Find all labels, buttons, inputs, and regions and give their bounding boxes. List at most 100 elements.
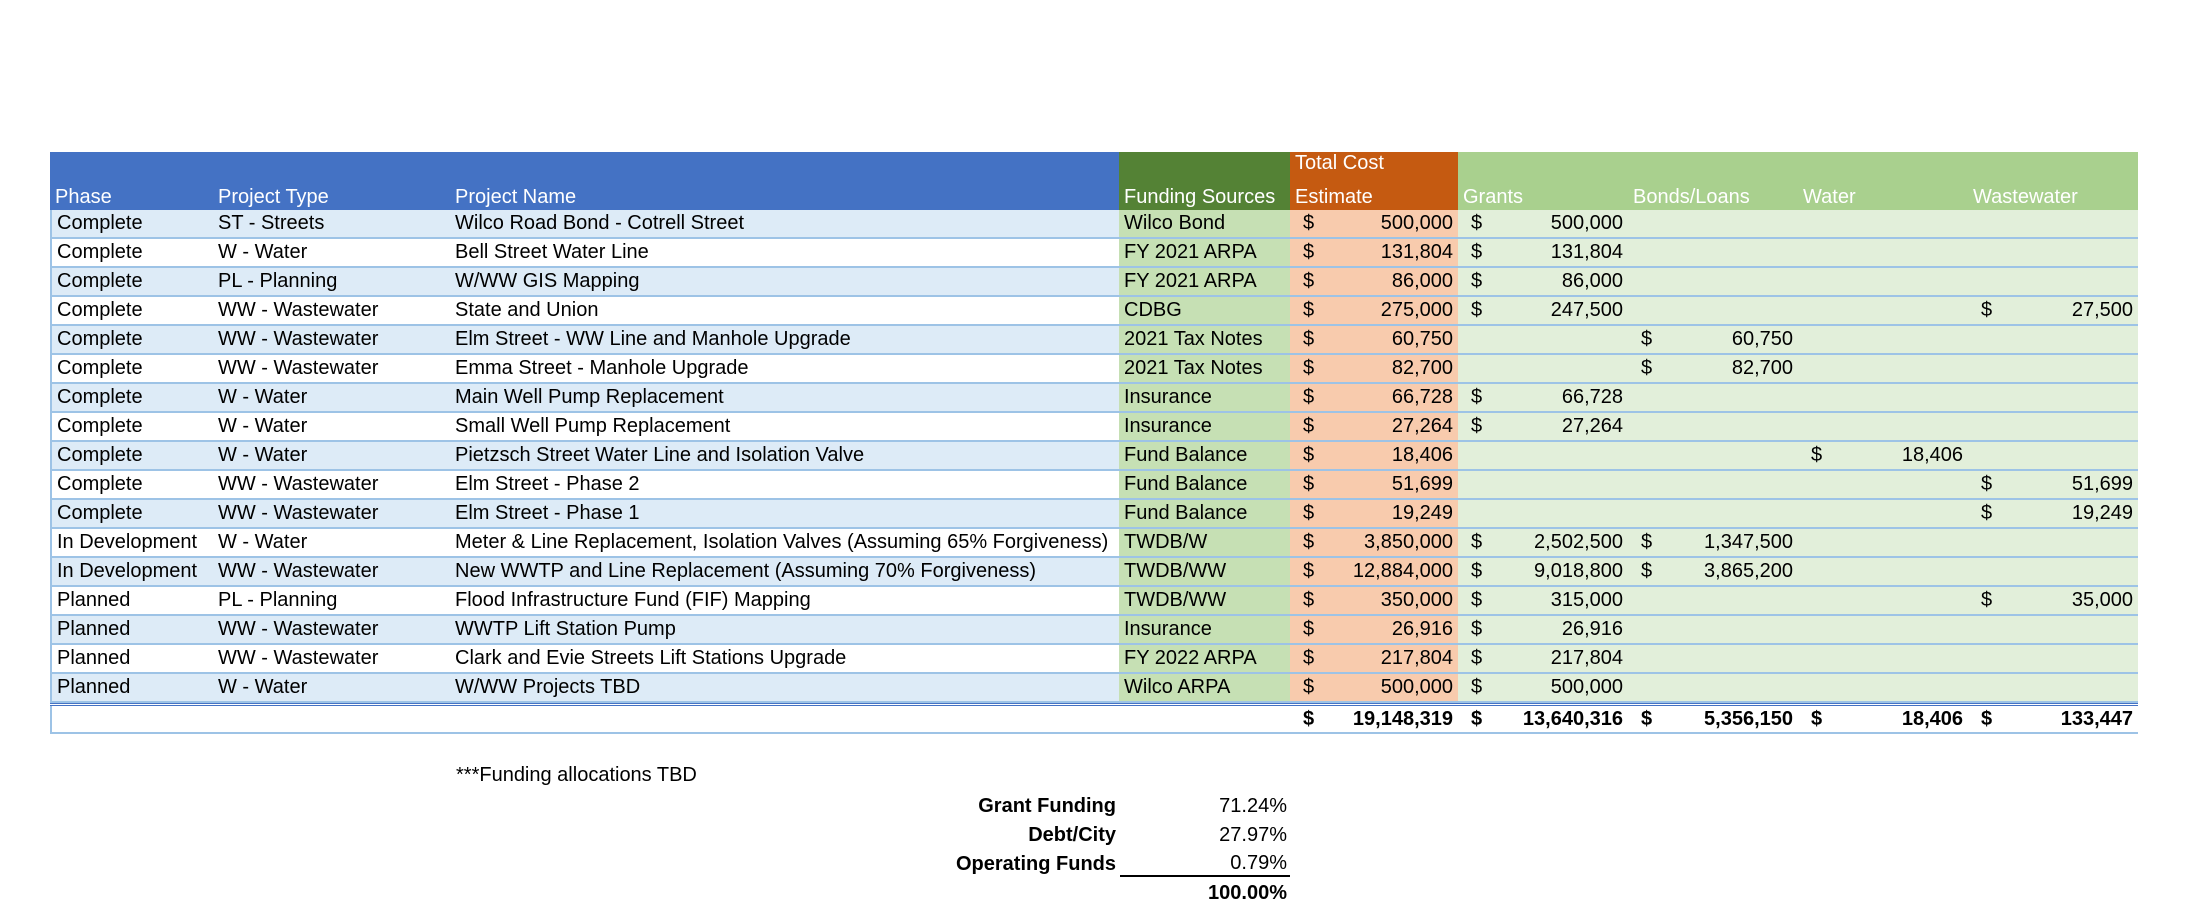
project-name-cell: Flood Infrastructure Fund (FIF) Mapping	[450, 587, 1119, 614]
wastewater-cell	[1968, 645, 2138, 672]
currency-symbol: $	[1981, 708, 1993, 730]
currency-symbol: $	[1471, 415, 1483, 437]
phase-cell: Complete	[50, 471, 213, 498]
total-water-cell: $18,406	[1798, 706, 1968, 732]
phase-cell: Planned	[50, 645, 213, 672]
cost-amount: 3,850,000	[1364, 531, 1453, 553]
wastewater-cell	[1968, 326, 2138, 353]
wastewater-amount: 35,000	[2071, 589, 2133, 611]
total-cost-cell: $19,148,319	[1290, 706, 1458, 732]
grants-amount: 131,804	[1550, 241, 1623, 263]
cost-cell: $27,264	[1290, 413, 1458, 440]
total-grants-amount: 13,640,316	[1522, 708, 1623, 730]
water-cell	[1798, 558, 1968, 585]
currency-symbol: $	[1303, 676, 1315, 698]
summary-row: Grant Funding 71.24%	[900, 792, 1290, 821]
funding-source-cell: Wilco ARPA	[1119, 674, 1290, 701]
bonds-amount: 82,700	[1731, 357, 1793, 379]
grants-cell: $315,000	[1458, 587, 1628, 614]
bonds-amount: 1,347,500	[1704, 531, 1793, 553]
cost-amount: 12,884,000	[1352, 560, 1453, 582]
cost-cell: $500,000	[1290, 210, 1458, 237]
project-name-cell: Main Well Pump Replacement	[450, 384, 1119, 411]
currency-symbol: $	[1303, 357, 1315, 379]
currency-symbol: $	[1303, 531, 1315, 553]
funding-source-cell: TWDB/W	[1119, 529, 1290, 556]
water-cell	[1798, 500, 1968, 527]
water-cell	[1798, 297, 1968, 324]
project-type-cell: W - Water	[213, 413, 450, 440]
bonds-cell	[1628, 500, 1798, 527]
funding-source-cell: Insurance	[1119, 616, 1290, 643]
project-name-cell: Elm Street - WW Line and Manhole Upgrade	[450, 326, 1119, 353]
project-name-cell: W/WW GIS Mapping	[450, 268, 1119, 295]
project-name-cell: Small Well Pump Replacement	[450, 413, 1119, 440]
currency-symbol: $	[1471, 531, 1483, 553]
funding-source-cell: TWDB/WW	[1119, 558, 1290, 585]
cost-amount: 26,916	[1391, 618, 1453, 640]
phase-cell: Complete	[50, 326, 213, 353]
total-wastewater-amount: 133,447	[2060, 708, 2133, 730]
table-row: Planned PL - Planning Flood Infrastructure…	[50, 587, 2138, 616]
water-cell	[1798, 355, 1968, 382]
header-wastewater: Wastewater	[1968, 152, 2138, 210]
table-row: Planned W - Water W/WW Projects TBD Wilco A…	[50, 674, 2138, 703]
currency-symbol: $	[1641, 708, 1653, 730]
grants-cell	[1458, 355, 1628, 382]
cost-cell: $275,000	[1290, 297, 1458, 324]
funding-source-cell: Insurance	[1119, 384, 1290, 411]
total-wastewater-cell: $133,447	[1968, 706, 2138, 732]
bonds-cell	[1628, 674, 1798, 701]
totals-row: $19,148,319 $13,640,316 $5,356,150 $18,406 $…	[50, 703, 2138, 734]
currency-symbol: $	[1303, 502, 1315, 524]
grants-amount: 2,502,500	[1534, 531, 1623, 553]
wastewater-cell	[1968, 558, 2138, 585]
currency-symbol: $	[1641, 560, 1653, 582]
funding-table: Phase Project Type Project Name Funding …	[50, 152, 2138, 734]
water-cell: $18,406	[1798, 442, 1968, 469]
currency-symbol: $	[1471, 270, 1483, 292]
grants-amount: 9,018,800	[1534, 560, 1623, 582]
cost-amount: 51,699	[1391, 473, 1453, 495]
phase-cell: Complete	[50, 442, 213, 469]
table-row: Complete ST - Streets Wilco Road Bond - Co…	[50, 210, 2138, 239]
currency-symbol: $	[1303, 560, 1315, 582]
grants-amount: 500,000	[1550, 676, 1623, 698]
phase-cell: Complete	[50, 355, 213, 382]
project-type-cell: WW - Wastewater	[213, 297, 450, 324]
cost-amount: 217,804	[1380, 647, 1453, 669]
cost-cell: $217,804	[1290, 645, 1458, 672]
project-type-cell: PL - Planning	[213, 587, 450, 614]
project-type-cell: WW - Wastewater	[213, 616, 450, 643]
project-name-cell: Wilco Road Bond - Cotrell Street	[450, 210, 1119, 237]
project-name-cell: Clark and Evie Streets Lift Stations Upg…	[450, 645, 1119, 672]
grants-cell: $500,000	[1458, 674, 1628, 701]
currency-symbol: $	[1303, 618, 1315, 640]
currency-symbol: $	[1811, 708, 1823, 730]
total-water-amount: 18,406	[1901, 708, 1963, 730]
currency-symbol: $	[1471, 708, 1483, 730]
funding-source-cell: Wilco Bond	[1119, 210, 1290, 237]
currency-symbol: $	[1303, 386, 1315, 408]
water-cell	[1798, 239, 1968, 266]
bonds-cell	[1628, 442, 1798, 469]
grants-cell: $26,916	[1458, 616, 1628, 643]
total-grants-cell: $13,640,316	[1458, 706, 1628, 732]
bonds-amount: 3,865,200	[1704, 560, 1793, 582]
summary-row: Debt/City 27.97%	[900, 821, 1290, 850]
phase-cell: Complete	[50, 210, 213, 237]
phase-cell: Planned	[50, 674, 213, 701]
wastewater-cell: $35,000	[1968, 587, 2138, 614]
grants-cell: $2,502,500	[1458, 529, 1628, 556]
table-body: Complete ST - Streets Wilco Road Bond - Co…	[50, 210, 2138, 703]
grants-amount: 66,728	[1561, 386, 1623, 408]
project-type-cell: WW - Wastewater	[213, 355, 450, 382]
header-row: Phase Project Type Project Name Funding …	[50, 152, 2138, 210]
bonds-cell	[1628, 210, 1798, 237]
cost-cell: $86,000	[1290, 268, 1458, 295]
currency-symbol: $	[1303, 589, 1315, 611]
funding-source-cell: Fund Balance	[1119, 500, 1290, 527]
wastewater-cell	[1968, 442, 2138, 469]
water-cell	[1798, 471, 1968, 498]
currency-symbol: $	[1641, 328, 1653, 350]
